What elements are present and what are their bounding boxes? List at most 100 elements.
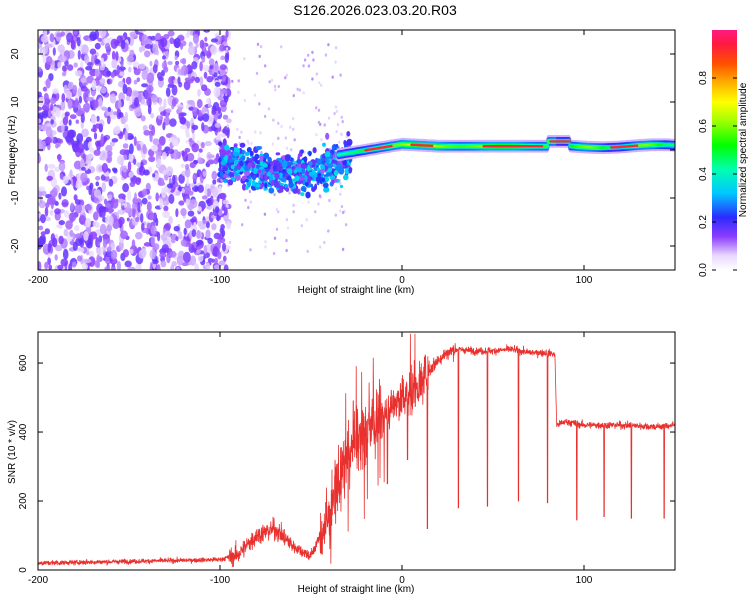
spectrogram-speckle bbox=[219, 192, 227, 200]
spectrogram-speckle bbox=[312, 58, 315, 62]
spectrogram-band-core bbox=[672, 144, 675, 147]
spectrogram-speckle bbox=[96, 140, 101, 151]
spectrogram-speckle bbox=[164, 230, 171, 237]
spectrogram-speckle bbox=[319, 83, 323, 87]
spectrogram-speckle bbox=[118, 66, 126, 71]
spectrogram-speckle bbox=[334, 105, 338, 109]
spectrogram-speckle bbox=[128, 152, 134, 163]
spectrogram-speckle bbox=[52, 88, 59, 94]
spectrogram-speckle bbox=[108, 206, 113, 214]
spectrogram-speckle bbox=[220, 56, 223, 60]
spectrogram-speckle bbox=[305, 218, 308, 222]
spectrogram-cloud bbox=[244, 151, 250, 156]
spectrogram-speckle bbox=[149, 213, 155, 221]
spectrogram-speckle bbox=[202, 64, 210, 72]
spectrogram-speckle bbox=[109, 93, 116, 104]
spectrogram-speckle bbox=[138, 63, 146, 70]
spectrogram-speckle bbox=[101, 106, 107, 111]
spectrogram-speckle bbox=[173, 37, 181, 49]
colorbar-tick-label: 0.6 bbox=[698, 119, 709, 133]
spectrogram-cloud bbox=[280, 176, 287, 182]
spectrogram-speckle bbox=[113, 168, 118, 174]
spectrogram-speckle bbox=[102, 239, 108, 248]
spectrogram-cloud bbox=[222, 166, 228, 172]
spectrogram-speckle bbox=[106, 150, 113, 157]
spectrogram-speckle bbox=[152, 43, 159, 55]
spectrogram-cloud bbox=[300, 192, 305, 197]
spectrogram-speckle bbox=[122, 165, 128, 173]
spectrogram-speckle bbox=[82, 263, 88, 270]
spectrogram-speckle bbox=[58, 235, 64, 245]
spectrogram-speckle bbox=[197, 184, 204, 193]
snr-ytick-label: 0 bbox=[18, 567, 29, 573]
spectrogram-speckle bbox=[93, 198, 100, 204]
spectrogram-speckle bbox=[288, 191, 291, 195]
spectrogram-speckle bbox=[170, 264, 175, 270]
spectrogram-speckle bbox=[167, 30, 175, 37]
spectrogram-speckle bbox=[263, 114, 267, 118]
spectrogram-speckle bbox=[159, 115, 164, 121]
spectrogram-speckle bbox=[92, 221, 97, 227]
spectrogram-speckle bbox=[135, 216, 140, 223]
spectrogram-speckle bbox=[186, 99, 195, 105]
spectrogram-speckle bbox=[48, 196, 56, 205]
spectrogram-speckle bbox=[119, 149, 128, 156]
spectrogram-speckle bbox=[163, 205, 169, 212]
spectrogram-speckle bbox=[163, 116, 171, 126]
spectrogram-speckle bbox=[138, 93, 142, 103]
spectrogram-cloud bbox=[332, 154, 336, 158]
spectrogram-speckle bbox=[197, 206, 202, 212]
spectrogram-cloud bbox=[230, 164, 235, 170]
spectrogram-speckle bbox=[180, 66, 184, 76]
spectrogram-cloud bbox=[286, 175, 292, 181]
spectrogram-speckle bbox=[70, 202, 74, 211]
spectrogram-heatmap bbox=[38, 30, 675, 270]
spectrogram-speckle bbox=[141, 222, 145, 231]
spectrogram-speckle bbox=[55, 143, 59, 149]
spectrogram-speckle bbox=[129, 248, 134, 255]
spectrogram-speckle bbox=[173, 225, 180, 232]
spectrogram-speckle bbox=[81, 128, 89, 138]
spectrogram-speckle bbox=[243, 98, 247, 102]
spectrogram-cloud bbox=[269, 161, 274, 166]
spectrogram-cloud bbox=[327, 168, 333, 172]
spectrogram-speckle bbox=[44, 163, 48, 172]
spectrogram-speckle bbox=[62, 175, 69, 184]
spectrogram-speckle bbox=[267, 107, 271, 111]
spectrogram-speckle bbox=[180, 42, 183, 50]
spectrogram-speckle bbox=[197, 98, 203, 109]
spectrogram-speckle bbox=[223, 264, 229, 270]
spectrogram-speckle bbox=[69, 114, 77, 120]
spectrogram-speckle bbox=[213, 86, 221, 98]
spectrogram-speckle bbox=[206, 76, 213, 83]
spectrogram-speckle bbox=[210, 45, 218, 55]
spectrogram-cloud bbox=[246, 147, 252, 153]
spectrogram-speckle bbox=[178, 231, 183, 240]
spectrogram-speckle bbox=[39, 46, 47, 56]
spectrogram-speckle bbox=[133, 79, 138, 85]
spectrogram-speckle bbox=[195, 230, 203, 239]
spectrogram-speckle bbox=[339, 209, 342, 213]
spectrogram-speckle bbox=[183, 185, 192, 195]
spectrogram-speckle bbox=[108, 178, 114, 187]
spectrogram-cloud bbox=[244, 170, 250, 177]
spectrogram-speckle bbox=[223, 255, 227, 262]
spectrogram-speckle bbox=[263, 212, 267, 216]
spectrogram-speckle bbox=[57, 153, 61, 162]
spectrogram-speckle bbox=[44, 261, 49, 270]
spectrogram-speckle bbox=[150, 225, 157, 235]
spectrogram-speckle bbox=[60, 31, 65, 37]
spectrogram-ytick-label: 20 bbox=[10, 48, 21, 60]
spectrogram-cloud bbox=[255, 183, 261, 188]
spectrogram-speckle bbox=[254, 130, 257, 134]
spectrogram-speckle bbox=[89, 48, 97, 55]
spectrogram-speckle bbox=[50, 103, 54, 112]
spectrogram-speckle bbox=[118, 209, 123, 215]
spectrogram-speckle bbox=[142, 143, 147, 155]
spectrogram-cloud bbox=[329, 175, 334, 180]
spectrogram-speckle bbox=[320, 138, 323, 142]
spectrogram-speckle bbox=[38, 139, 43, 150]
spectrogram-speckle bbox=[342, 210, 345, 215]
spectrogram-speckle bbox=[151, 94, 159, 103]
